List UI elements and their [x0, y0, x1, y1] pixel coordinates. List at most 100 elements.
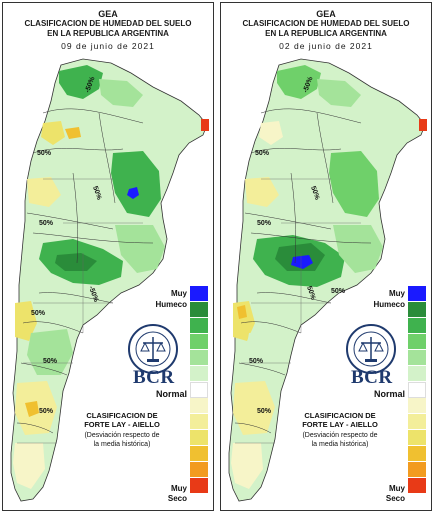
scale-swatch — [408, 318, 426, 334]
scale-swatch — [190, 478, 208, 494]
isoline-label: 50% — [39, 220, 54, 227]
isoline-label: 50% — [309, 185, 321, 201]
classification-line1: CLASIFICACION DE — [86, 411, 158, 420]
legend-muy-humedo-2: Humeco — [373, 300, 405, 309]
scale-swatch — [408, 382, 426, 398]
map-panel-previous: -50% 50% 50% 50% 50% 50% 50% 50% GEA CLA… — [220, 2, 432, 511]
isoline-label: 50% — [37, 150, 52, 157]
scale-swatch — [190, 334, 208, 350]
zone-moderate-east — [115, 225, 165, 273]
scale-swatch — [190, 302, 208, 318]
legend-normal: Normal — [155, 389, 187, 399]
bolsa-de-comercio-seal-icon — [346, 324, 396, 374]
classification-desc1: (Desviación respecto de — [302, 432, 378, 439]
zone-dry-small — [65, 127, 81, 139]
zone-very-wet-core — [291, 255, 313, 269]
isoline-label: 50% — [305, 285, 317, 301]
zone-moderate-south — [245, 329, 291, 375]
isolines — [234, 108, 372, 434]
org-name: GEA — [316, 9, 336, 19]
classification-desc1: (Desviación respecto de — [84, 432, 160, 439]
legend-muy-humedo-1: Muy — [389, 289, 405, 298]
isoline-label: 50% — [257, 408, 272, 415]
map-title-line2: EN LA REPUBLICA ARGENTINA — [47, 29, 169, 38]
isoline-label: 50% — [43, 358, 58, 365]
isolines — [16, 108, 154, 434]
scale-swatch — [190, 382, 208, 398]
scale-swatch — [408, 430, 426, 446]
zone-patch-northeast — [201, 119, 209, 131]
scale-swatch — [408, 478, 426, 494]
legend-muy-humedo-1: Muy — [171, 289, 187, 298]
scale-swatch — [190, 398, 208, 414]
map-date: 09 de junio de 2021 — [61, 41, 155, 51]
map-date: 02 de junio de 2021 — [279, 41, 373, 51]
legend-muy-seco-1: Muy — [171, 484, 187, 493]
province-borders — [17, 178, 143, 444]
zone-dry-south-west — [15, 301, 37, 341]
bcr-logo: BCR — [133, 367, 175, 388]
legend-muy-seco-2: Seco — [385, 494, 405, 503]
legend-muy-seco-2: Seco — [167, 494, 187, 503]
zone-moderate-north — [99, 79, 143, 107]
classification-desc2: la media histórica) — [311, 441, 369, 448]
legend-muy-humedo-2: Humeco — [155, 300, 187, 309]
scale-swatch — [408, 350, 426, 366]
scale-swatch — [190, 286, 208, 302]
isoline-label: 50% — [31, 310, 46, 317]
map-title-line2: EN LA REPUBLICA ARGENTINA — [265, 29, 387, 38]
zone-wet-north — [277, 65, 321, 99]
map-title-line1: CLASIFICACION DE HUMEDAD DEL SUELO — [242, 19, 410, 28]
isoline-label: 50% — [249, 358, 264, 365]
zone-moderate-north — [317, 79, 361, 107]
zone-wet-north — [59, 65, 103, 99]
zone-very-wet-core — [127, 187, 139, 199]
classification-line1: CLASIFICACION DE — [304, 411, 376, 420]
province-borders — [235, 178, 361, 444]
zone-dry-south — [231, 443, 263, 489]
argentina-soil-moisture-map: -50% 50% 50% 50% -50% 50% 50% 50% — [10, 58, 209, 502]
classification-title: CLASIFICACION DE FORTE LAY - AIELLO — [281, 411, 399, 429]
zone-dry-northwest — [259, 121, 283, 145]
zone-dry-west-north — [27, 177, 61, 207]
scale-swatch — [190, 366, 208, 382]
scale-swatch — [408, 398, 426, 414]
isoline-label: 50% — [39, 408, 54, 415]
legend-normal: Normal — [373, 389, 405, 399]
legend-muy-seco-1: Muy — [389, 484, 405, 493]
classification-line2: FORTE LAY - AIELLO — [302, 420, 378, 429]
argentina-soil-moisture-map: -50% 50% 50% 50% 50% 50% 50% 50% — [228, 58, 427, 502]
color-scale — [408, 286, 426, 494]
classification-description: (Desviación respecto de la media históri… — [281, 431, 399, 449]
isoline-label: 50% — [255, 150, 270, 157]
bolsa-de-comercio-seal-icon — [128, 324, 178, 374]
scale-swatch — [408, 366, 426, 382]
zone-dry-orange — [25, 401, 39, 417]
zone-wet-northeast — [329, 151, 379, 217]
zone-dry-west-north — [245, 177, 279, 207]
zone-strong-wet-center — [55, 253, 97, 271]
scale-swatch — [408, 334, 426, 350]
scale-swatch — [408, 462, 426, 478]
isoline-label: 50% — [257, 220, 272, 227]
classification-title: CLASIFICACION DE FORTE LAY - AIELLO — [63, 411, 181, 429]
bcr-logo: BCR — [351, 367, 393, 388]
zone-moderate-east — [333, 225, 383, 273]
color-scale — [190, 286, 208, 494]
isoline-label: 50% — [331, 288, 346, 295]
map-panel-current: -50% 50% 50% 50% -50% 50% 50% 50% GEA CL… — [2, 2, 214, 511]
zone-wet-northeast — [111, 151, 161, 217]
scale-swatch — [190, 318, 208, 334]
zone-dry-patagonia — [233, 381, 275, 435]
classification-line2: FORTE LAY - AIELLO — [84, 420, 160, 429]
classification-description: (Desviación respecto de la media históri… — [63, 431, 181, 449]
isoline-label: 50% — [91, 185, 103, 201]
scale-swatch — [408, 286, 426, 302]
zone-dry-northwest — [41, 121, 65, 145]
scale-swatch — [190, 414, 208, 430]
scale-swatch — [408, 414, 426, 430]
scale-swatch — [408, 302, 426, 318]
scale-swatch — [190, 430, 208, 446]
zone-dry-south — [13, 443, 45, 489]
classification-desc2: la media histórica) — [93, 441, 151, 448]
